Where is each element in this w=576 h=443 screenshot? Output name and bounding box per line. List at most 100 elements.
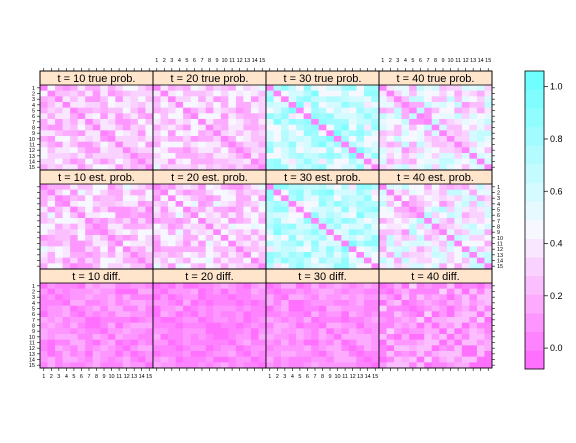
heatmap-cell <box>416 257 425 264</box>
heatmap-cell <box>160 229 169 236</box>
heatmap-cell <box>250 339 259 346</box>
heatmap-cell <box>311 252 320 258</box>
colorkey-tick-label: 0.4 <box>550 239 563 249</box>
heatmap-cell <box>213 184 222 190</box>
heatmap-cell <box>296 85 304 91</box>
heatmap-cell <box>446 153 455 159</box>
heatmap-cell <box>303 96 312 103</box>
heatmap-cell <box>55 334 63 340</box>
heatmap-cell <box>47 107 56 114</box>
heatmap-cell <box>183 136 191 142</box>
heatmap-cell <box>454 294 463 301</box>
heatmap-cell <box>363 206 372 213</box>
heatmap-cell <box>394 362 402 369</box>
heatmap-cell <box>160 345 169 352</box>
heatmap-cell <box>416 189 425 196</box>
heatmap-cell <box>311 212 320 219</box>
heatmap-cell <box>183 85 191 91</box>
heatmap-cell <box>311 334 320 340</box>
heatmap-cell <box>153 85 161 91</box>
heatmap-cell <box>439 311 448 318</box>
heatmap-cell <box>386 252 395 258</box>
heatmap-cell <box>153 102 161 108</box>
colorkey-tick-label: 0.0 <box>550 343 563 353</box>
heatmap-cell <box>303 206 312 213</box>
heatmap-cell <box>469 300 478 306</box>
heatmap-cell <box>153 283 161 289</box>
tick-label: 6 <box>32 114 35 120</box>
heatmap-cell <box>303 328 312 335</box>
heatmap-cell <box>205 288 214 295</box>
heatmap-cell <box>454 263 463 270</box>
heatmap-cell <box>160 283 169 289</box>
heatmap-cell <box>303 240 312 247</box>
heatmap-cell <box>250 257 259 264</box>
heatmap-cell <box>250 362 259 369</box>
heatmap-cell <box>115 195 124 202</box>
heatmap-cell <box>296 317 304 323</box>
tick-label: 9 <box>32 329 35 335</box>
heatmap-cell <box>476 246 485 253</box>
heatmap-cell <box>431 223 440 230</box>
heatmap-cell <box>145 119 154 125</box>
heatmap-cell <box>484 124 493 131</box>
heatmap-cell <box>55 153 63 159</box>
heatmap-cell <box>183 311 191 318</box>
heatmap-cell <box>153 184 161 190</box>
heatmap-cell <box>92 356 101 363</box>
heatmap-cell <box>484 305 493 312</box>
heatmap-cell <box>205 107 214 114</box>
heatmap-cell <box>303 294 312 301</box>
heatmap-cell <box>168 339 176 346</box>
heatmap-cell <box>476 153 485 159</box>
heatmap-cell <box>175 283 184 289</box>
heatmap-cell <box>318 283 327 289</box>
heatmap-cell <box>40 113 48 120</box>
tick-label: 4 <box>65 374 68 380</box>
heatmap-cell <box>266 362 274 369</box>
heatmap-cell <box>446 130 455 137</box>
heatmap-cell <box>341 322 350 329</box>
heatmap-cell <box>341 141 350 148</box>
heatmap-cell <box>424 223 433 230</box>
heatmap-cell <box>409 339 417 346</box>
heatmap-cell <box>386 328 395 335</box>
heatmap-cell <box>55 356 63 363</box>
heatmap-cell <box>281 283 289 289</box>
heatmap-cell <box>303 119 312 125</box>
heatmap-cell <box>228 147 237 154</box>
heatmap-cell <box>85 345 94 352</box>
tick-label: 12 <box>29 346 35 352</box>
heatmap-cell <box>379 184 387 190</box>
heatmap-cell <box>122 223 131 230</box>
heatmap-cell <box>446 218 455 224</box>
heatmap-cell <box>85 223 94 230</box>
heatmap-cell <box>439 229 448 236</box>
heatmap-cell <box>379 305 387 312</box>
heatmap-cell <box>220 311 229 318</box>
heatmap-cell <box>273 218 282 224</box>
heatmap-cell <box>160 158 169 165</box>
heatmap-cell <box>145 362 154 369</box>
heatmap-cell <box>107 345 116 352</box>
heatmap-cell <box>469 153 478 159</box>
heatmap-cell <box>235 229 244 236</box>
heatmap-cell <box>205 201 214 207</box>
heatmap-cell <box>484 107 493 114</box>
heatmap-cell <box>311 257 320 264</box>
heatmap-cell <box>318 147 327 154</box>
heatmap-cell <box>326 158 335 165</box>
panel-title: t = 30 est. prob. <box>284 172 361 184</box>
heatmap-cell <box>55 90 63 97</box>
heatmap-cell <box>168 229 176 236</box>
heatmap-cell <box>243 206 252 213</box>
heatmap-cell <box>145 195 154 202</box>
heatmap-cell <box>243 263 252 270</box>
heatmap-cell <box>333 288 342 295</box>
heatmap-cell <box>235 141 244 148</box>
heatmap-cell <box>348 240 357 247</box>
heatmap-cell <box>461 113 470 120</box>
heatmap-cell <box>220 206 229 213</box>
heatmap-cell <box>40 362 48 369</box>
heatmap-cell <box>348 212 357 219</box>
